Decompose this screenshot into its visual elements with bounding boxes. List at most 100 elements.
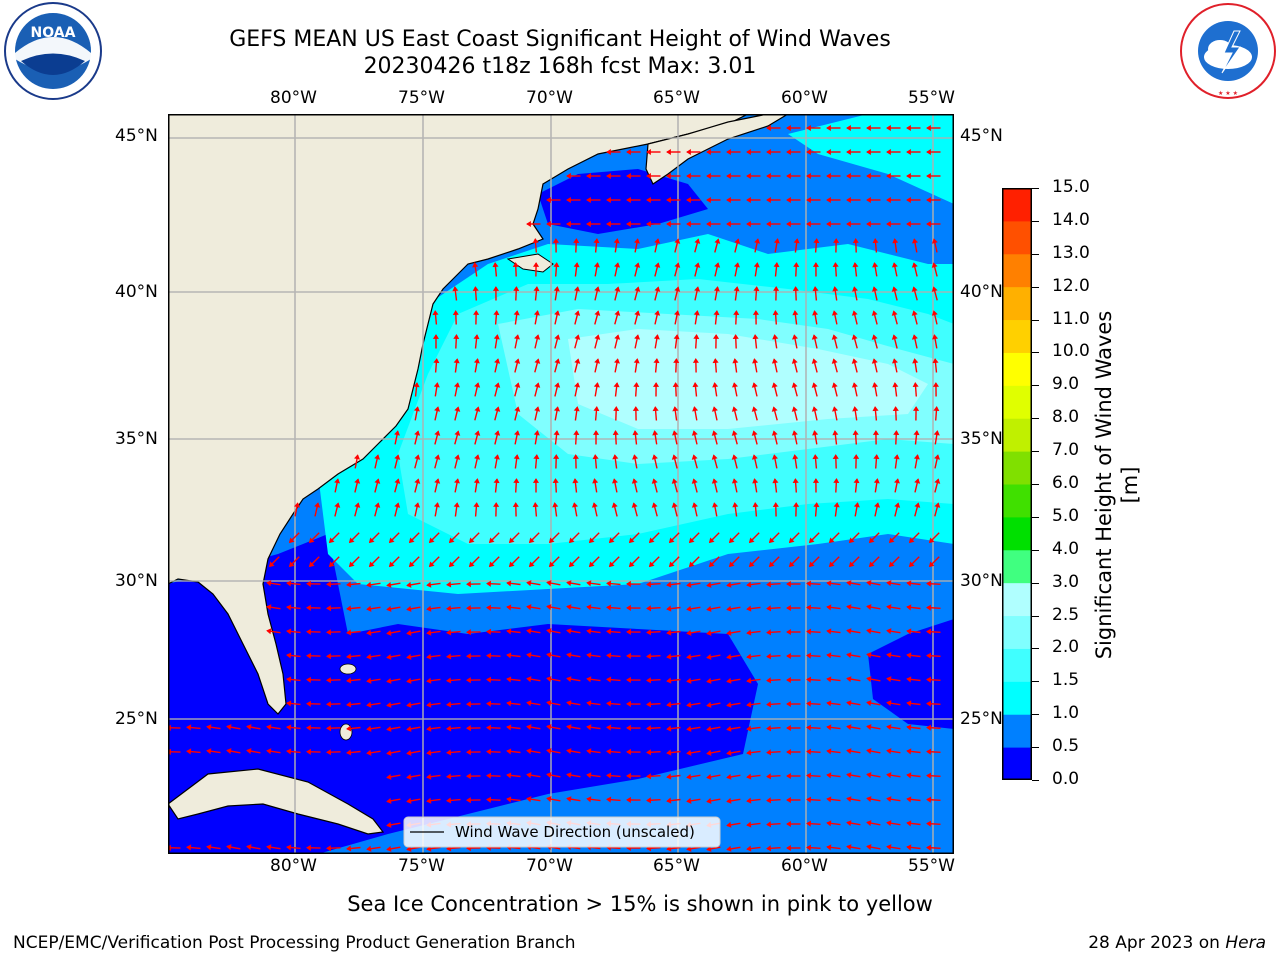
wind-wave-arrowhead (911, 334, 918, 340)
wind-wave-arrowhead (546, 652, 552, 659)
wind-wave-arrowhead (506, 796, 512, 803)
wind-wave-arrowhead (866, 221, 871, 227)
lon-top-label-60w: 60°W (781, 88, 828, 108)
wind-wave-arrowhead (354, 478, 361, 484)
wind-wave-arrowhead (766, 197, 771, 203)
wind-wave-arrowhead (666, 629, 672, 636)
wind-wave-arrowhead (452, 310, 459, 316)
wind-wave-arrowhead (811, 382, 818, 388)
wind-wave-arrowhead (646, 749, 652, 756)
wind-wave-arrowhead (606, 676, 612, 683)
wind-wave-arrowhead (486, 772, 492, 779)
wind-wave-arrowhead (453, 502, 460, 508)
wind-wave-arrowhead (746, 725, 752, 732)
wind-wave-arrowhead (326, 653, 332, 660)
wind-wave-arrowhead (553, 262, 560, 268)
wind-wave-arrowhead (926, 748, 932, 755)
wind-wave-arrowhead (446, 797, 452, 804)
wind-wave-arrowhead (726, 725, 732, 732)
wind-wave-arrowhead (654, 286, 661, 292)
wind-wave-arrowhead (546, 221, 551, 227)
wind-wave-arrowhead (631, 502, 638, 508)
wind-wave-arrowhead (666, 653, 672, 660)
lon-top-label-75w: 75°W (398, 88, 445, 108)
wind-wave-arrowhead (728, 537, 735, 544)
wind-wave-arrowhead (791, 382, 798, 388)
wind-wave-arrowhead (494, 358, 501, 364)
wind-wave-arrowhead (446, 677, 452, 684)
wind-wave-arrowhead (348, 537, 355, 544)
wind-wave-arrowhead (886, 844, 892, 851)
lon-bottom-label-55w: 55°W (908, 856, 955, 876)
wind-wave-arrowhead (772, 310, 779, 316)
colorbar-tick-label: 6.0 (1052, 473, 1080, 493)
wind-wave-arrowhead (886, 796, 892, 803)
wind-wave-arrowhead (626, 652, 631, 660)
wind-wave-arrowhead (486, 796, 492, 803)
map-panel: Wind Wave Direction (unscaled) (168, 114, 954, 854)
wind-wave-arrowhead (911, 310, 918, 316)
wind-wave-arrowhead (846, 221, 851, 227)
wind-wave-arrowhead (572, 478, 579, 484)
colorbar-tick-label: 8.0 (1052, 407, 1080, 428)
wind-wave-arrowhead (486, 724, 492, 731)
colorbar-tick-mark (1032, 188, 1039, 189)
wind-wave-arrowhead (846, 604, 852, 611)
wind-wave-arrowhead (906, 844, 912, 851)
wind-wave-arrowhead (468, 561, 475, 568)
wind-wave-arrowhead (892, 238, 899, 244)
wind-wave-arrowhead (666, 749, 672, 756)
wind-wave-arrowhead (646, 797, 652, 804)
wind-wave-arrowhead (646, 725, 652, 732)
wind-wave-arrowhead (646, 701, 652, 708)
wind-wave-arrowhead (572, 454, 579, 459)
wind-wave-arrowhead (812, 430, 819, 436)
wind-wave-arrowhead (731, 430, 738, 436)
wind-wave-arrowhead (546, 580, 552, 587)
wind-wave-arrowhead (766, 821, 772, 828)
wind-wave-arrowhead (872, 406, 879, 412)
wind-wave-arrowhead (686, 653, 692, 660)
wind-wave-arrowhead (526, 604, 532, 611)
wind-wave-arrowhead (666, 173, 671, 179)
wind-wave-arrowhead (366, 677, 372, 684)
wind-wave-arrowhead (466, 605, 471, 612)
wind-wave-arrowhead (473, 478, 480, 484)
wind-wave-arrowhead (786, 125, 791, 131)
wind-wave-arrowhead (692, 382, 699, 388)
wind-wave-arrowhead (266, 604, 272, 611)
wind-wave-arrowhead (651, 454, 658, 460)
wind-wave-arrowhead (546, 748, 552, 755)
wind-wave-arrowhead (672, 382, 679, 388)
wind-wave-arrowhead (266, 844, 272, 851)
colorbar-label: Significant Height of Wind Waves [m] (1092, 310, 1142, 660)
wind-wave-arrowhead (791, 334, 798, 340)
wind-wave-arrowhead (748, 537, 755, 544)
wind-wave-arrowhead (831, 310, 838, 316)
land-bahamas-1 (339, 663, 357, 675)
wind-wave-arrowhead (466, 701, 471, 708)
wind-wave-arrowhead (308, 537, 315, 544)
wind-wave-arrowhead (574, 334, 581, 340)
wind-wave-arrowhead (852, 430, 859, 436)
wind-wave-arrowhead (768, 537, 775, 544)
wind-wave-arrowhead (846, 748, 852, 755)
wind-wave-arrowhead (706, 749, 712, 756)
wind-wave-arrowhead (806, 772, 812, 779)
wind-wave-arrowhead (752, 358, 759, 364)
wind-wave-arrowhead (226, 724, 232, 731)
footer-date-text: 28 Apr 2023 on (1088, 933, 1226, 953)
wind-wave-arrowhead (492, 262, 499, 268)
wind-wave-arrowhead (652, 406, 659, 412)
colorbar-tick-label: 10.0 (1052, 341, 1090, 362)
wind-wave-arrowhead (666, 581, 672, 588)
wind-wave-arrowhead (446, 701, 452, 708)
wind-wave-arrowhead (552, 502, 559, 508)
wind-wave-arrowhead (386, 749, 392, 756)
wind-wave-arrowhead (746, 629, 752, 636)
wind-wave-arrowhead (588, 561, 595, 568)
wind-wave-arrowhead (731, 478, 738, 484)
wind-wave-arrowhead (926, 676, 932, 683)
wind-wave-arrowhead (593, 406, 600, 412)
wind-wave-arrowhead (926, 700, 932, 707)
